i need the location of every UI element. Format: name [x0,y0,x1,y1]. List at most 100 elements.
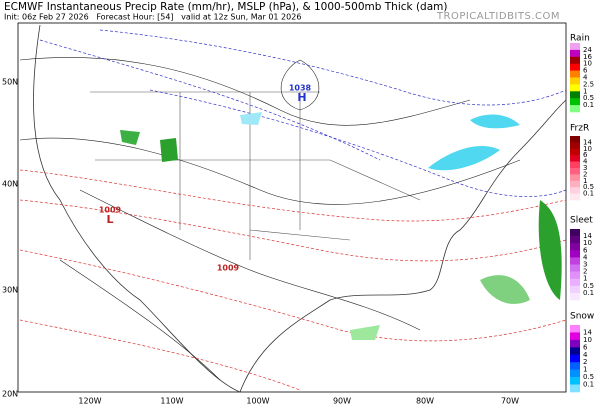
legend-swatch [570,264,580,272]
legend-label: 14 [583,232,592,240]
lon-label: 110W [160,397,183,406]
legend-swatch [570,136,580,143]
pressure-letter: H [297,91,306,104]
legend-label: 10 [583,145,592,153]
legend-label: 10 [583,239,592,247]
legend-label: 6 [583,151,588,159]
legend-label: 3 [583,261,587,269]
legend-swatch [570,369,580,378]
lon-label: 80W [416,397,434,406]
pressure-center: 1009 [217,264,240,273]
legend-swatch [570,174,580,182]
legend-label: 1 [583,177,587,185]
legend-swatch [570,193,580,201]
coastline [33,24,241,393]
legend-swatch [570,292,580,301]
legend-swatch [570,271,580,279]
legend-label: 14 [583,328,592,336]
legend-title: Sleet [570,216,593,226]
legend-swatch [570,250,580,258]
legend-swatch [570,384,580,393]
legend-label: 4 [583,158,588,166]
precip [120,112,562,340]
legend-swatch [570,70,580,78]
legend-label: 0.5 [583,282,594,290]
legend-label: 1 [583,366,587,374]
legend-swatch [570,362,580,370]
legend-swatch [570,257,580,265]
legend-label: 2.5 [583,80,594,88]
legend-swatch [570,285,580,294]
legend-swatch [570,105,580,113]
legend-label: 4 [583,351,588,359]
legend-label: 24 [583,46,592,54]
thickness-warm [19,169,567,391]
legend-swatch [570,243,580,251]
lat-label: 30N [2,286,18,295]
map-frame [17,22,567,393]
lon-label: 70W [501,397,519,406]
legend-label: 1 [583,87,587,95]
legend-swatch [570,49,580,58]
legend-label: 10 [583,336,592,344]
legend-swatch [570,354,580,363]
legend-swatch [570,180,580,188]
lon-label: 90W [333,397,351,406]
legend-label: 0.5 [583,373,594,381]
legend-title: FrzR [570,124,589,134]
brand: TROPICALTIDBITS.COM [436,11,560,22]
borders [90,91,421,260]
legend-swatch [570,325,580,333]
legend-swatch [570,332,580,341]
thickness-cold [39,29,567,197]
legend-swatch [570,278,580,287]
legend-label: 6 [583,246,588,254]
legend-label: 6 [583,343,588,351]
pressure-center: 1009 [99,206,122,215]
title: ECMWF Instantaneous Precip Rate (mm/hr),… [4,1,447,13]
legend-label: 2 [583,358,587,366]
legend-label: 16 [583,53,592,61]
legend-swatch [570,161,580,169]
legend-label: 0.1 [583,289,594,297]
legend-label: 0.1 [583,190,594,198]
legend-swatch [570,168,580,175]
legend-label: 6 [583,67,588,75]
pressure-letter: L [106,213,113,226]
legend-label: 0.1 [583,101,594,109]
legend-swatch [570,91,580,99]
legend-swatch [570,84,580,92]
legend-swatch [570,148,580,156]
legend-swatch [570,56,580,64]
legend-label: 0.1 [583,381,594,389]
legend-swatch [570,98,580,106]
legend-swatch [570,142,580,150]
map [17,22,567,393]
legend-swatch [570,229,580,237]
legend-title: Snow [570,312,594,322]
legend-label: 2 [583,170,587,178]
lat-label: 20N [2,390,18,399]
lon-label: 120W [78,397,101,406]
legend-label: 0.5 [583,183,594,191]
legend-swatch [570,77,580,85]
legend-swatch [570,63,580,71]
legend-swatch [570,377,580,385]
subtitle: Init: 06z Feb 27 2026 Forecast Hour: [54… [4,13,301,22]
legend-label: 1 [583,275,587,283]
lat-label: 50N [2,78,18,87]
coastline [239,99,567,393]
legend-label: 14 [583,138,592,146]
legend-label: 0.5 [583,94,594,102]
legend-label: 2 [583,268,587,276]
lon-label: 100W [246,397,269,406]
legend-swatch [570,347,580,356]
legend-label: 4 [583,74,588,82]
legend-swatch [570,43,580,51]
legend-swatch [570,339,580,348]
pressure-center: 1038 [289,84,312,93]
legend-label: 4 [583,253,588,261]
legend-title: Rain [570,34,590,44]
legend-label: 10 [583,60,592,68]
